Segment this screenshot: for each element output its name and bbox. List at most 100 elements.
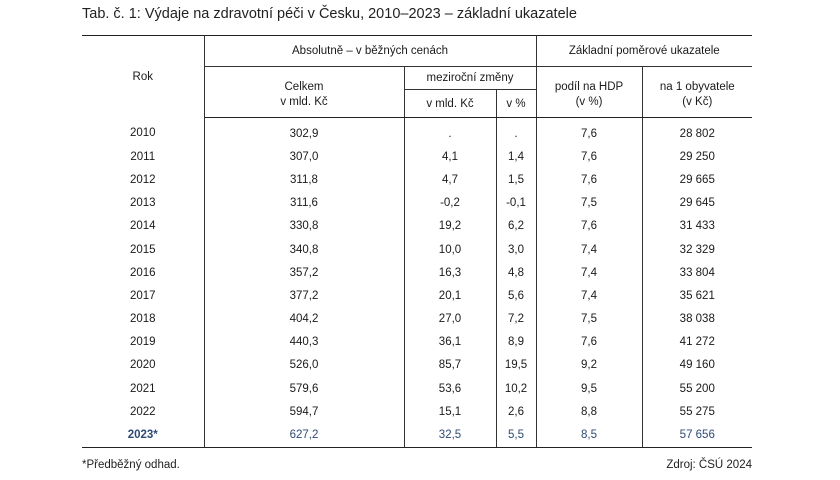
cell-podil: 7,6 xyxy=(536,145,643,169)
cell-podil: 7,5 xyxy=(536,191,643,215)
cell-obyvatel: 29 250 xyxy=(679,150,715,163)
cell-mez-pct: 5,6 xyxy=(496,284,537,308)
cell-celkem: 404,2 xyxy=(204,307,405,331)
header-group-absolute: Absolutně – v běžných cenách xyxy=(204,35,537,67)
table-row: 2014 330,8 19,2 6,2 7,6 31 433 xyxy=(82,214,752,238)
header-podil-line1: podíl na HDP xyxy=(554,81,624,93)
cell-celkem: 307,0 xyxy=(204,145,405,169)
cell-celkem: 302,9 xyxy=(204,117,405,146)
table-row: 2021 579,6 53,6 10,2 9,5 55 200 xyxy=(82,377,752,401)
cell-mez-kc: 36,1 xyxy=(404,330,497,354)
cell-mez-pct: 5,5 xyxy=(496,423,537,448)
cell-mez-kc: 15,1 xyxy=(404,400,497,424)
cell-podil: 7,6 xyxy=(536,214,643,238)
cell-obyvatel: 49 160 xyxy=(679,359,715,372)
cell-celkem: 579,6 xyxy=(204,377,405,401)
header-obyvatel-line2: (v Kč) xyxy=(682,96,713,108)
table-row: 2018 404,2 27,0 7,2 7,5 38 038 xyxy=(82,307,752,331)
table-row: 2010 302,9.. 7,6 28 802 xyxy=(82,117,752,146)
cell-rok: 2019 xyxy=(82,330,205,354)
header-obyvatel-line1: na 1 obyvatele xyxy=(659,81,735,93)
header-obyvatel: na 1 obyvatele (v Kč) xyxy=(642,66,753,118)
cell-mez-kc: 16,3 xyxy=(404,261,497,285)
cell-mez-kc: 10,0 xyxy=(404,237,497,262)
table-row: 2015 340,8 10,0 3,0 7,4 32 329 xyxy=(82,237,752,262)
cell-mez-pct: 7,2 xyxy=(496,307,537,331)
table-header: Rok Absolutně – v běžných cenách Základn… xyxy=(82,35,753,118)
cell-podil: 9,5 xyxy=(536,377,643,401)
cell-podil: 7,6 xyxy=(536,117,643,146)
cell-mez-pct: 1,4 xyxy=(496,145,537,169)
cell-obyvatel: 32 329 xyxy=(679,243,715,256)
cell-mez-pct: 10,2 xyxy=(496,377,537,401)
cell-obyvatel: 28 802 xyxy=(679,127,715,140)
cell-rok: 2023* xyxy=(82,423,205,448)
cell-podil: 9,2 xyxy=(536,353,643,378)
table-row: 2012 311,8 4,7 1,5 7,6 29 665 xyxy=(82,168,752,192)
footnote: *Předběžný odhad. xyxy=(82,459,180,471)
cell-podil: 7,6 xyxy=(536,168,643,192)
cell-celkem: 311,6 xyxy=(204,191,405,215)
cell-obyvatel: 29 665 xyxy=(679,173,715,186)
cell-mez-kc: 4,7 xyxy=(404,168,497,192)
cell-mez-kc: 20,1 xyxy=(404,284,497,308)
cell-podil: 7,4 xyxy=(536,261,643,285)
cell-podil: 8,8 xyxy=(536,400,643,424)
cell-rok: 2022 xyxy=(82,400,205,424)
header-mez-kc: v mld. Kč xyxy=(404,89,497,118)
health-expenditure-table: Rok Absolutně – v běžných cenách Základn… xyxy=(82,35,753,448)
cell-mez-kc: 4,1 xyxy=(404,145,497,169)
cell-mez-pct: 4,8 xyxy=(496,261,537,285)
table-row: 2022 594,7 15,1 2,6 8,8 55 275 xyxy=(82,400,752,424)
header-podil: podíl na HDP (v %) xyxy=(536,66,643,118)
cell-mez-pct: 3,0 xyxy=(496,237,537,262)
cell-rok: 2016 xyxy=(82,261,205,285)
header-celkem-line2: v mld. Kč xyxy=(280,96,328,108)
cell-obyvatel: 57 656 xyxy=(642,423,753,448)
cell-mez-kc: 53,6 xyxy=(404,377,497,401)
cell-podil: 8,5 xyxy=(536,423,643,448)
cell-celkem: 340,8 xyxy=(204,237,405,262)
cell-mez-pct: -0,1 xyxy=(496,191,537,215)
cell-obyvatel: 41 272 xyxy=(679,336,715,349)
cell-rok: 2010 xyxy=(82,117,205,146)
cell-rok: 2021 xyxy=(82,377,205,401)
header-mez-pct: v % xyxy=(496,89,537,118)
header-podil-line2: (v %) xyxy=(575,96,603,108)
cell-mez-pct: 19,5 xyxy=(496,353,537,378)
cell-celkem: 330,8 xyxy=(204,214,405,238)
table-row: 2020 526,0 85,7 19,5 9,2 49 160 xyxy=(82,353,752,378)
cell-mez-pct: 8,9 xyxy=(496,330,537,354)
cell-obyvatel: 55 275 xyxy=(679,405,715,418)
cell-obyvatel: 33 804 xyxy=(679,266,715,279)
table-caption: Tab. č. 1: Výdaje na zdravotní péči v Če… xyxy=(82,6,577,22)
cell-obyvatel: 35 621 xyxy=(679,289,715,302)
table-row: 2016 357,2 16,3 4,8 7,4 33 804 xyxy=(82,261,752,285)
table-row: 2019 440,3 36,1 8,9 7,6 41 272 xyxy=(82,330,752,354)
cell-mez-kc: 27,0 xyxy=(404,307,497,331)
cell-celkem: 311,8 xyxy=(204,168,405,192)
table-row: 2013 311,6 -0,2 -0,1 7,5 29 645 xyxy=(82,191,752,215)
cell-podil: 7,5 xyxy=(536,307,643,331)
cell-mez-pct: 1,5 xyxy=(496,168,537,192)
cell-celkem: 594,7 xyxy=(204,400,405,424)
cell-rok: 2013 xyxy=(82,191,205,215)
cell-obyvatel: 31 433 xyxy=(679,220,715,233)
header-celkem-line1: Celkem xyxy=(284,81,324,93)
table-body: 2010 302,9.. 7,6 28 802 2011 307,0 4,1 1,4 7,6 29… xyxy=(82,117,753,448)
cell-mez-kc: 85,7 xyxy=(404,353,497,378)
cell-mez-kc: . xyxy=(404,117,497,146)
cell-celkem: 627,2 xyxy=(204,423,405,448)
cell-podil: 7,6 xyxy=(536,330,643,354)
cell-mez-pct: 2,6 xyxy=(496,400,537,424)
cell-rok: 2015 xyxy=(82,237,205,262)
cell-mez-kc: -0,2 xyxy=(404,191,497,215)
cell-rok: 2020 xyxy=(82,353,205,378)
cell-podil: 7,4 xyxy=(536,284,643,308)
cell-celkem: 440,3 xyxy=(204,330,405,354)
cell-celkem: 377,2 xyxy=(204,284,405,308)
cell-rok: 2011 xyxy=(82,145,205,169)
cell-celkem: 526,0 xyxy=(204,353,405,378)
cell-obyvatel: 55 200 xyxy=(679,382,715,395)
cell-mez-kc: 32,5 xyxy=(404,423,497,448)
